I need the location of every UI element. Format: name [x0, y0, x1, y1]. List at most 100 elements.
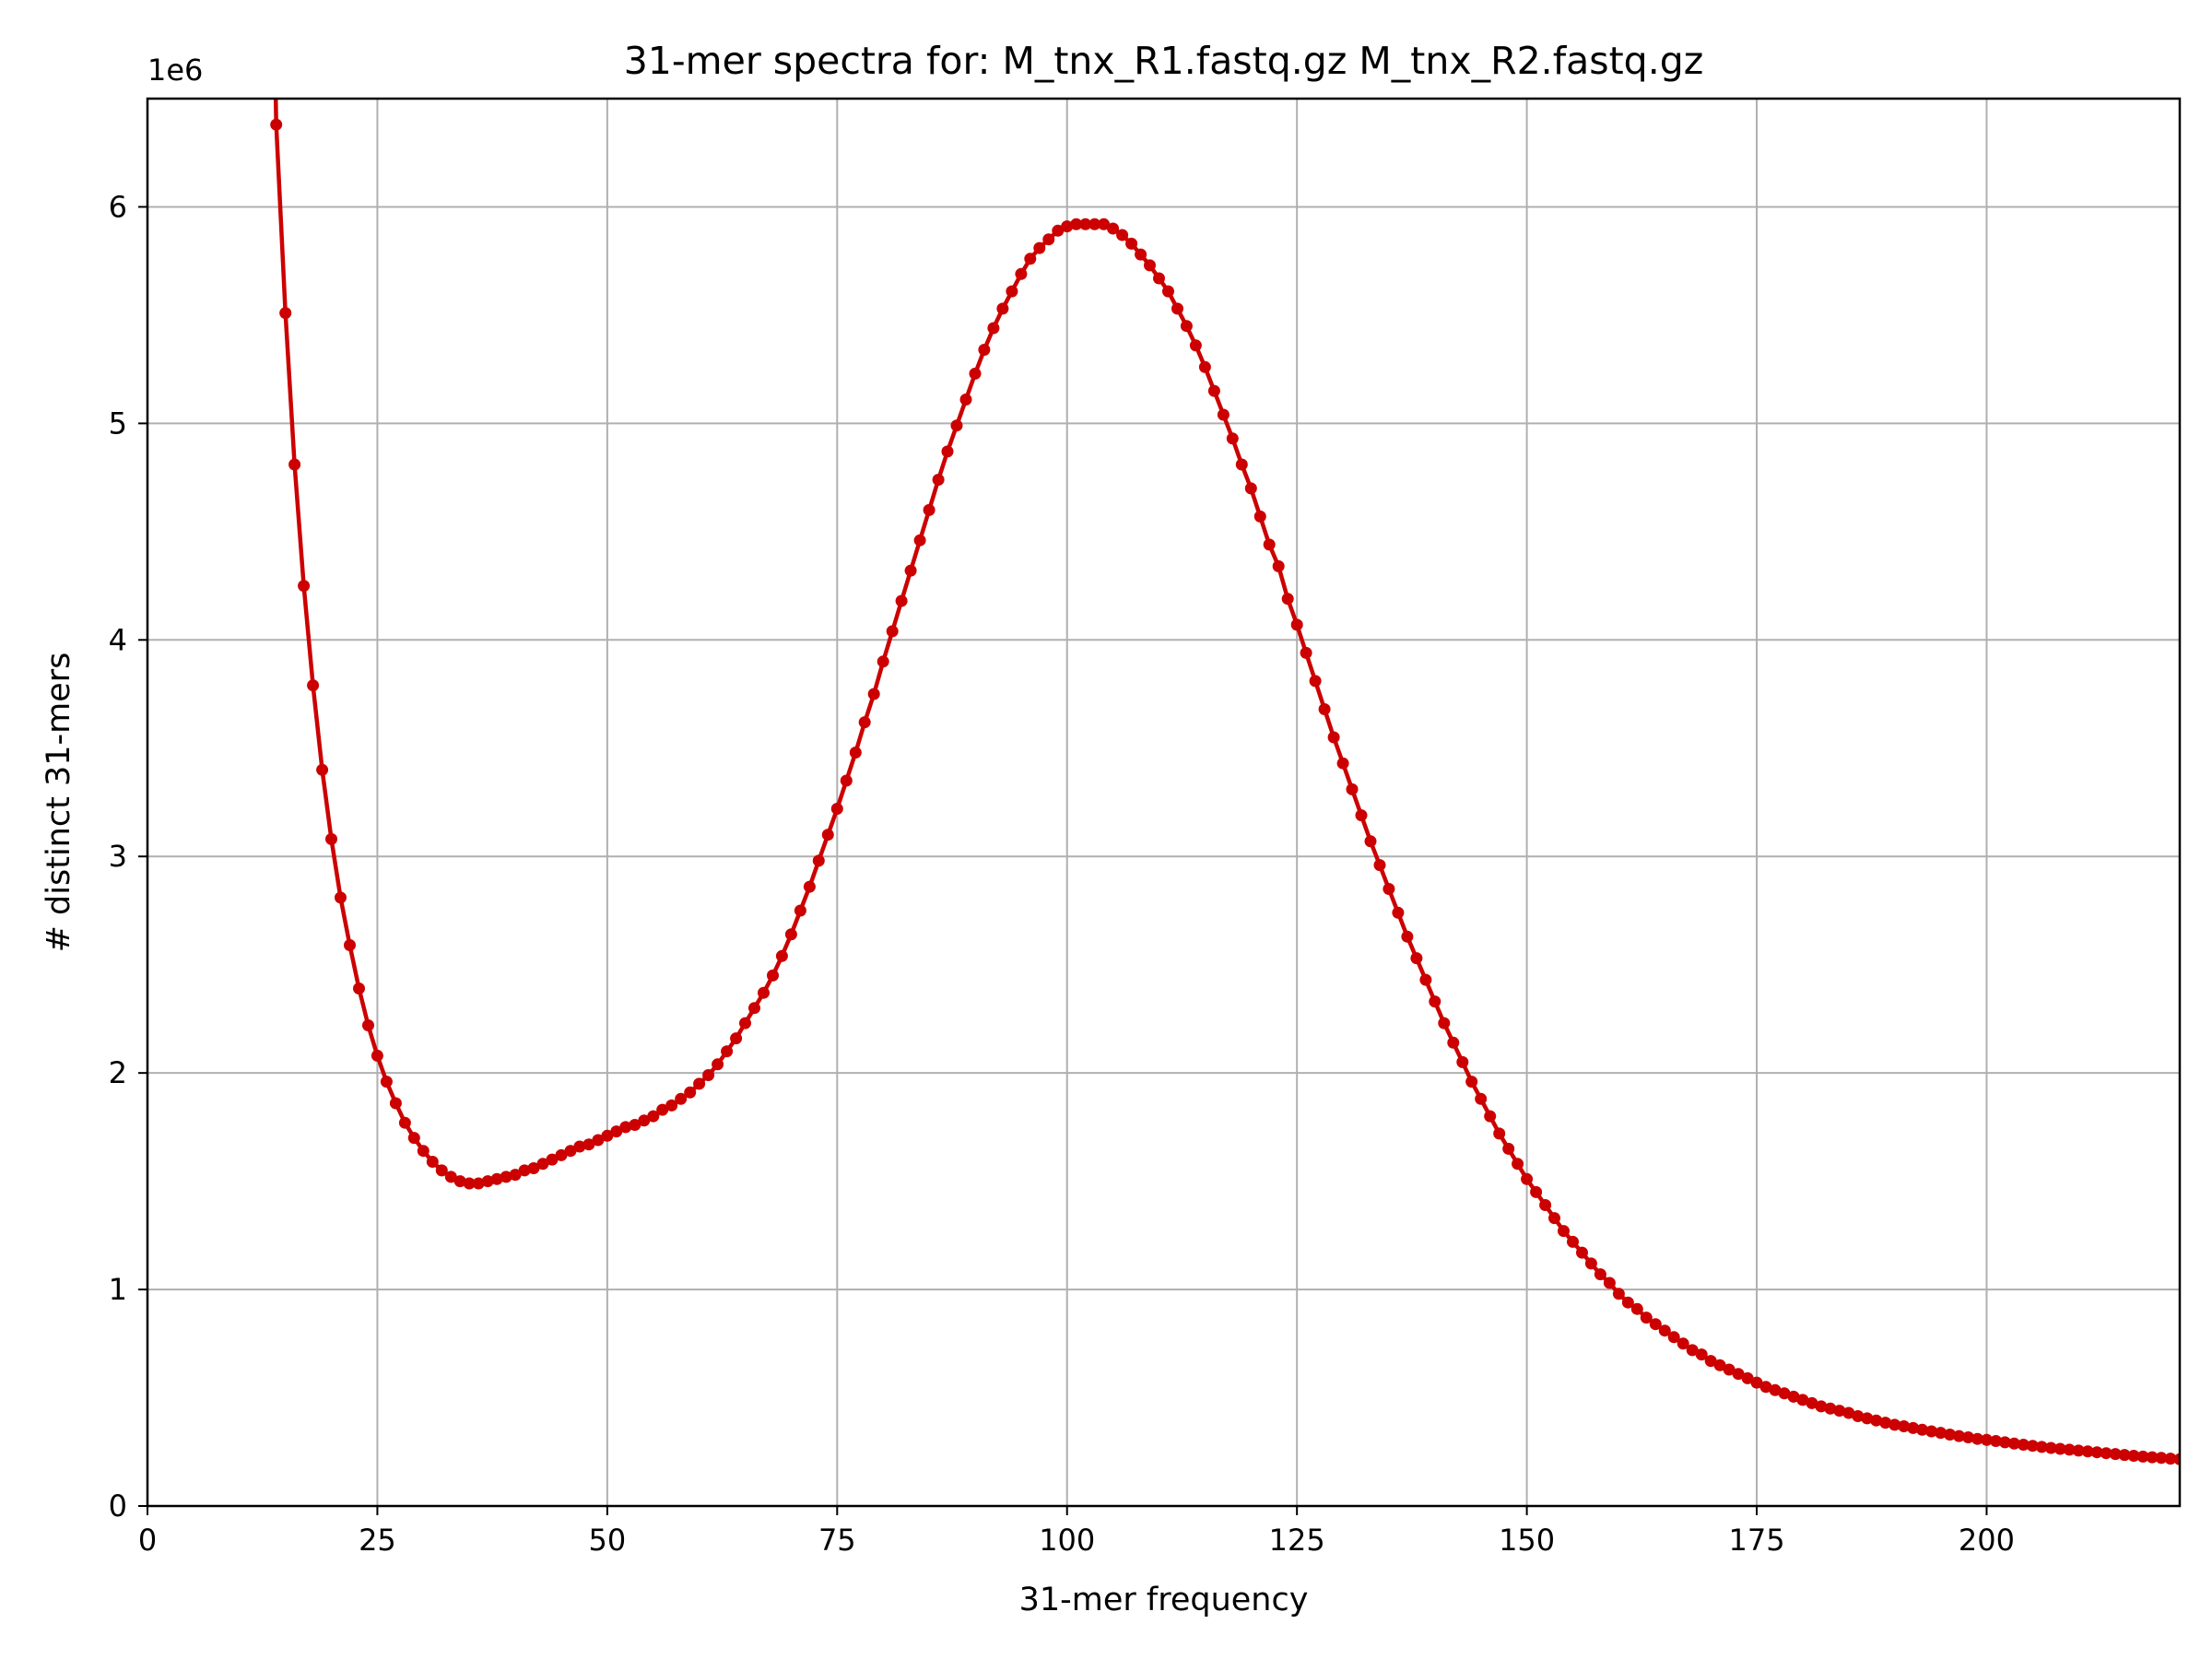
data-point: [1033, 241, 1046, 254]
data-point: [2100, 1447, 2112, 1460]
data-point: [877, 655, 889, 668]
data-point: [2155, 1452, 2168, 1465]
y-tick-label: 3: [109, 839, 127, 874]
data-point: [1318, 703, 1331, 715]
data-point: [665, 1099, 678, 1112]
data-point: [362, 1019, 374, 1031]
data-point: [1309, 675, 1322, 688]
data-point: [2173, 1453, 2180, 1465]
data-point: [1935, 1427, 1947, 1440]
data-point: [1382, 883, 1395, 895]
data-point: [1521, 1172, 1534, 1185]
x-tick-label: 75: [818, 1523, 856, 1558]
data-point: [610, 1125, 623, 1138]
data-point: [582, 1138, 595, 1151]
data-point: [500, 1171, 512, 1183]
data-point: [1079, 218, 1092, 230]
axis-ticks: 0 25 50 75 100 125 150 175 200 0 1 2 3 4 5 6: [109, 189, 2015, 1558]
data-point: [1235, 458, 1248, 471]
data-point: [1815, 1400, 1828, 1413]
data-point: [1244, 482, 1257, 495]
data-point: [1438, 1017, 1451, 1030]
data-point: [1401, 930, 1414, 943]
data-point: [1584, 1257, 1597, 1270]
x-tick-label: 0: [138, 1523, 157, 1558]
y-tick-label: 0: [109, 1488, 127, 1524]
data-point: [1465, 1076, 1478, 1088]
data-point: [1475, 1092, 1488, 1105]
data-point: [592, 1134, 605, 1147]
data-point: [840, 774, 853, 787]
data-point: [1456, 1055, 1469, 1068]
data-point: [1558, 1225, 1570, 1238]
data-point: [1189, 339, 1202, 352]
data-point: [325, 832, 337, 845]
data-point: [353, 982, 365, 994]
data-point: [1116, 229, 1129, 241]
data-point: [739, 1017, 751, 1030]
data-point: [2127, 1450, 2140, 1462]
data-point: [721, 1045, 734, 1058]
data-point: [573, 1140, 586, 1153]
data-point: [1162, 285, 1174, 298]
data-point: [1502, 1142, 1515, 1155]
data-point: [1180, 320, 1193, 333]
data-point: [702, 1069, 715, 1081]
data-point: [2164, 1453, 2177, 1465]
data-point: [2026, 1440, 2039, 1453]
data-point: [1658, 1324, 1671, 1337]
data-point: [1796, 1394, 1809, 1406]
y-tick-label: 2: [109, 1055, 127, 1090]
data-point: [1998, 1436, 2011, 1449]
chart-title: 31-mer spectra for: M_tnx_R1.fastq.gz M_…: [624, 39, 1704, 83]
x-tick-label: 25: [359, 1523, 396, 1558]
data-point: [675, 1092, 688, 1105]
data-point: [1336, 757, 1349, 770]
data-point: [1548, 1212, 1560, 1225]
data-point: [1769, 1383, 1782, 1396]
data-point: [1207, 384, 1220, 397]
data-point: [950, 419, 963, 432]
data-point: [1364, 835, 1377, 848]
y-tick-label: 5: [109, 406, 127, 441]
data-point: [2035, 1441, 2048, 1453]
y-axis-label: # distinct 31-mers: [41, 653, 77, 953]
data-point: [1217, 408, 1230, 421]
data-point: [767, 969, 779, 982]
data-point: [1723, 1363, 1735, 1376]
plot-area: [270, 99, 2180, 1465]
data-point: [1098, 218, 1111, 230]
data-point: [344, 939, 356, 951]
data-point: [1778, 1387, 1791, 1400]
data-point: [2081, 1445, 2094, 1458]
data-point: [794, 904, 806, 917]
data-point: [1346, 782, 1359, 795]
data-point: [444, 1171, 457, 1183]
data-point: [784, 928, 797, 941]
data-point: [1281, 593, 1294, 606]
x-tick-label: 200: [1959, 1523, 2015, 1558]
data-point: [932, 474, 945, 486]
data-point: [629, 1119, 641, 1131]
data-point: [371, 1049, 383, 1062]
data-point: [527, 1162, 540, 1174]
data-point: [1373, 859, 1386, 872]
data-point: [472, 1177, 485, 1190]
data-point: [1981, 1433, 1993, 1446]
data-point: [1153, 272, 1165, 285]
x-tick-label: 125: [1269, 1523, 1325, 1558]
data-point: [2146, 1451, 2159, 1464]
data-point: [1300, 646, 1312, 659]
x-tick-label: 100: [1039, 1523, 1095, 1558]
data-point: [564, 1145, 577, 1158]
data-point: [1704, 1355, 1717, 1368]
data-point: [1667, 1331, 1680, 1344]
data-point: [821, 829, 834, 841]
data-point: [288, 458, 301, 471]
data-point: [913, 534, 926, 547]
data-point: [270, 118, 283, 131]
data-point: [555, 1148, 568, 1161]
data-point: [1088, 218, 1101, 230]
data-point: [1879, 1417, 1892, 1430]
